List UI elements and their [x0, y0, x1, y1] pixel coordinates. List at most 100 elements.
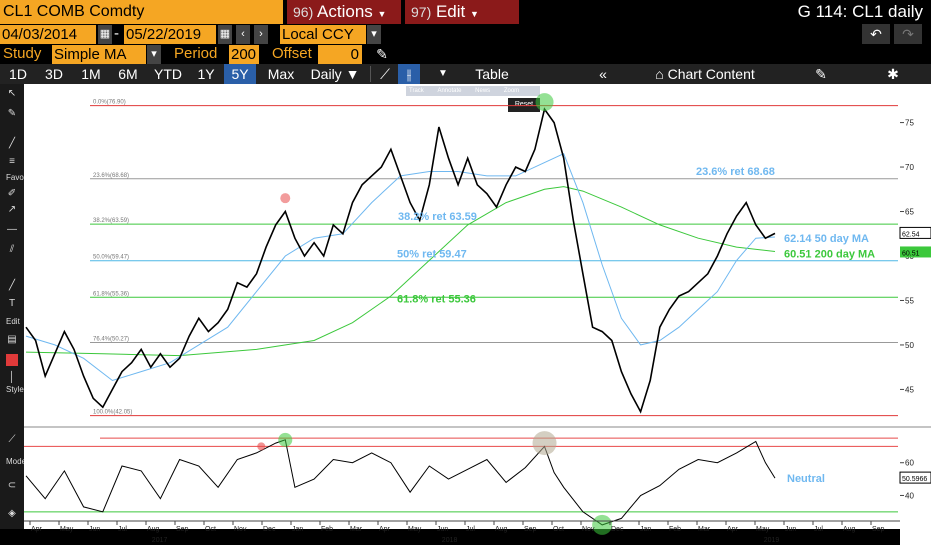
dropdown-icon: ▼ [345, 66, 360, 82]
edit-menu[interactable]: 97) Edit ▼ [405, 0, 519, 24]
dropdown-icon[interactable]: ▼ [438, 68, 448, 79]
chart-area[interactable] [24, 84, 900, 529]
start-date-field[interactable]: 04/03/2014 [0, 25, 96, 44]
period-max[interactable]: Max [267, 66, 295, 82]
x-tick-label: Dec [263, 526, 276, 533]
x-tick-label: Nov [234, 526, 247, 533]
next-arrow-icon[interactable]: › [254, 25, 268, 44]
x-year-label: 2018 [442, 537, 458, 544]
x-year-label: 2017 [152, 537, 168, 544]
x-tick-label: Oct [553, 526, 564, 533]
track-tool[interactable]: Track [409, 88, 424, 94]
ma50-line [25, 153, 776, 382]
frequency-label: Daily [310, 66, 342, 82]
offset-field[interactable]: 0 [318, 45, 362, 64]
rsi-last-label: 50.5966 [902, 476, 927, 483]
rsi-highlight [278, 432, 293, 447]
line-chart-icon[interactable]: ⟋ [380, 66, 390, 82]
period-1d[interactable]: 1D [9, 66, 27, 82]
price-line [25, 107, 776, 414]
ruler-icon[interactable]: ⟋ [8, 434, 16, 445]
redo-icon[interactable]: ↷ [894, 24, 922, 44]
period-6m[interactable]: 6M [118, 66, 138, 82]
y-tick-label: 55 [905, 296, 914, 305]
chart-content-label: Chart Content [667, 66, 755, 82]
news-tool[interactable]: News [475, 88, 491, 94]
price-axis [900, 84, 931, 545]
y-tick-label: 65 [905, 208, 914, 217]
x-tick-label: Mar [698, 526, 711, 533]
magnet-icon[interactable]: ⊂ [7, 480, 17, 491]
frequency-select[interactable]: Daily ▼ [304, 64, 366, 84]
rsi-highlight [592, 514, 613, 535]
edit-chart-icon[interactable]: ✎ [815, 66, 827, 82]
security-field[interactable]: CL1 COMB Comdty [0, 0, 283, 24]
color-swatch-icon[interactable] [6, 354, 18, 366]
study-select[interactable]: Simple MA [52, 45, 146, 64]
annotation-label: 60.51 200 day MA [784, 248, 875, 260]
dropdown-icon[interactable]: ▾ [367, 25, 381, 44]
period-ytd[interactable]: YTD [154, 66, 182, 82]
highlight-circle [535, 93, 554, 112]
settings-icon[interactable]: ✱ [887, 66, 899, 82]
highlight-circle [280, 193, 291, 204]
end-date-field[interactable]: 05/22/2019 [124, 25, 216, 44]
rsi-line [25, 439, 776, 526]
lock-icon[interactable]: ◈ [8, 508, 16, 519]
zoom-tool[interactable]: Zoom [503, 88, 520, 94]
x-tick-label: Jun [437, 526, 448, 533]
chart-content-button[interactable]: ⌂ Chart Content [640, 64, 770, 84]
x-tick-label: Apr [379, 526, 391, 533]
dropdown-icon[interactable]: ▾ [147, 45, 161, 64]
sidebar-label-style: Style [6, 385, 24, 394]
x-tick-label: May [408, 526, 422, 533]
fib-label: 0.0%(76.90) [93, 100, 126, 106]
channel-icon[interactable]: ⫽ [9, 244, 15, 255]
pencil-icon[interactable]: ✎ [376, 46, 388, 62]
actions-number: 96) [293, 4, 314, 20]
currency-select[interactable]: Local CCY [280, 25, 366, 44]
edit-number: 97) [411, 4, 432, 20]
y-tick-label: 75 [905, 119, 914, 128]
calendar-icon[interactable]: ▦ [218, 25, 232, 44]
period-3d[interactable]: 3D [45, 66, 63, 82]
undo-icon[interactable]: ↶ [862, 24, 890, 44]
hline-icon[interactable]: — [7, 224, 17, 235]
bar-chart-icon[interactable]: ⫲ [398, 64, 420, 84]
x-tick-label: Sep [176, 526, 189, 533]
prev-arrow-icon[interactable]: ‹ [236, 25, 250, 44]
period-5y[interactable]: 5Y [224, 64, 256, 84]
left-toolbar: ↖ ✎ ╱ ≡ Favorites ✐ ↗ — ⫽ ╱ T Edit ▤ │ S… [0, 84, 39, 529]
cursor-icon[interactable]: ↖ [7, 88, 17, 99]
x-tick-label: Dec [611, 526, 624, 533]
x-tick-label: Aug [495, 526, 508, 533]
period-field[interactable]: 200 [229, 45, 259, 64]
date-separator: - [114, 25, 119, 42]
line-style-icon[interactable]: │ [8, 372, 16, 383]
chart-content-icon: ⌂ [655, 66, 664, 82]
period-1y[interactable]: 1Y [197, 66, 215, 82]
text-icon[interactable]: T [8, 298, 16, 309]
rsi-y-tick-label: 60 [905, 459, 914, 468]
collapse-icon[interactable]: « [599, 66, 607, 82]
brush-icon[interactable]: ✐ [7, 188, 17, 199]
ma200-badge-label: 60.51 [902, 250, 920, 257]
trendline-icon[interactable]: ╱ [8, 138, 16, 149]
x-tick-label: May [756, 526, 770, 533]
arrow-icon[interactable]: ↗ [7, 204, 17, 215]
trash-icon[interactable]: ▤ [7, 334, 17, 345]
x-tick-label: Sep [872, 526, 885, 533]
period-1m[interactable]: 1M [81, 66, 101, 82]
actions-menu[interactable]: 96) Actions ▼ [287, 0, 401, 24]
annotate-tool[interactable]: Annotate [437, 88, 462, 94]
calendar-icon[interactable]: ▦ [98, 25, 112, 44]
fib-icon[interactable]: ≡ [9, 156, 15, 167]
reset-button[interactable]: Reset [508, 98, 540, 112]
x-tick-label: Jul [466, 526, 475, 533]
x-tick-label: Feb [669, 526, 681, 533]
pencil-icon[interactable]: ✎ [7, 108, 17, 119]
table-button[interactable]: Table [475, 66, 509, 82]
draw-icon[interactable]: ╱ [8, 280, 16, 291]
fib-label: 38.2%(63.59) [93, 218, 129, 224]
